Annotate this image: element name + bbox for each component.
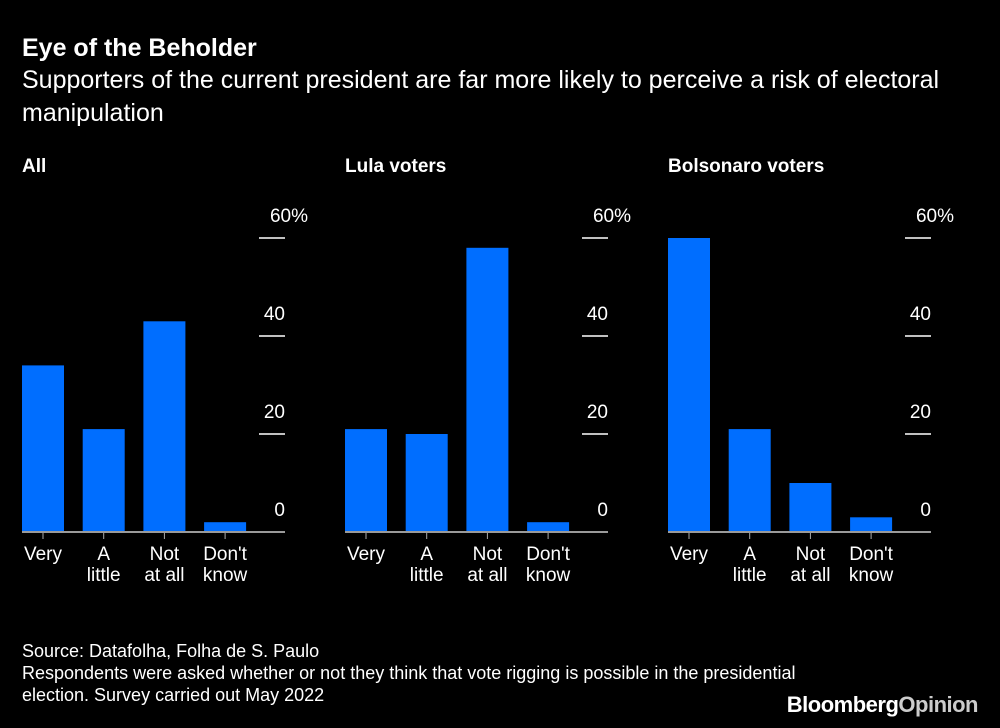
y-tick-label: 60%	[916, 206, 954, 227]
y-tick-label: 0	[274, 500, 285, 521]
bar	[850, 517, 893, 532]
bar	[82, 429, 125, 532]
bar	[527, 522, 570, 532]
x-tick-label: A	[420, 544, 433, 565]
y-tick-label: 0	[597, 500, 608, 521]
panel-title: Bolsonaro voters	[668, 156, 824, 177]
bar	[204, 522, 247, 532]
x-tick-label: Very	[24, 544, 63, 565]
x-tick-label: Very	[670, 544, 709, 565]
footnote: Source: Datafolha, Folha de S. Paulo Res…	[22, 640, 802, 706]
x-tick-label: Not	[473, 544, 503, 565]
logo-suffix: Opinion	[898, 692, 978, 717]
x-tick-label: A	[743, 544, 756, 565]
x-tick-label: know	[526, 565, 571, 586]
y-tick-label: 20	[910, 402, 931, 423]
x-tick-label: Don't	[849, 544, 893, 565]
x-tick-label: Very	[347, 544, 386, 565]
x-tick-label: Not	[796, 544, 826, 565]
bar	[345, 429, 387, 532]
panel-title: All	[22, 156, 46, 177]
x-tick-label: at all	[790, 565, 830, 586]
bar	[466, 247, 509, 533]
chart-title: Eye of the Beholder	[22, 34, 257, 62]
x-tick-label: know	[849, 565, 894, 586]
bar	[789, 483, 832, 532]
x-tick-label: Don't	[526, 544, 570, 565]
x-tick-label: know	[203, 565, 248, 586]
y-tick-label: 40	[264, 304, 285, 325]
x-tick-label: at all	[467, 565, 507, 586]
bar	[143, 321, 186, 532]
bar	[405, 434, 448, 532]
y-tick-label: 40	[910, 304, 931, 325]
note-text: Respondents were asked whether or not th…	[22, 663, 796, 705]
x-tick-label: at all	[144, 565, 184, 586]
x-tick-label: Don't	[203, 544, 247, 565]
y-tick-label: 60%	[270, 206, 308, 227]
chart-subtitle: Supporters of the current president are …	[22, 66, 940, 127]
y-tick-label: 20	[264, 402, 285, 423]
panel-title: Lula voters	[345, 156, 446, 177]
y-tick-label: 0	[920, 500, 931, 521]
bar	[668, 238, 710, 532]
y-tick-label: 20	[587, 402, 608, 423]
x-tick-label: little	[733, 565, 767, 586]
x-tick-label: Not	[150, 544, 180, 565]
y-tick-label: 60%	[593, 206, 631, 227]
source-text: Source: Datafolha, Folha de S. Paulo	[22, 641, 320, 661]
x-tick-label: little	[87, 565, 121, 586]
bloomberg-opinion-logo: BloombergOpinion	[786, 692, 979, 718]
x-tick-label: A	[97, 544, 110, 565]
bar	[728, 429, 771, 532]
y-tick-label: 40	[587, 304, 608, 325]
bar	[22, 365, 64, 532]
logo-brand: Bloomberg	[786, 692, 899, 717]
x-tick-label: little	[410, 565, 444, 586]
